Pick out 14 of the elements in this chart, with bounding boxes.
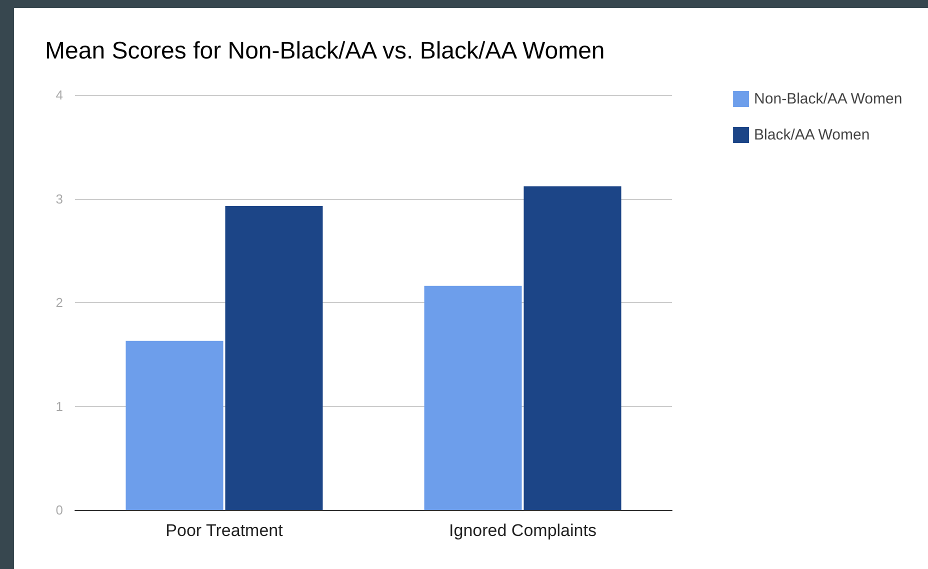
x-tick-label: Ignored Complaints	[449, 521, 596, 540]
bar	[225, 206, 323, 510]
legend-label: Black/AA Women	[754, 126, 870, 144]
bar	[126, 340, 224, 510]
y-tick-label: 4	[56, 88, 63, 102]
bar	[524, 186, 622, 510]
y-tick-label: 0	[56, 502, 63, 518]
y-tick-label: 1	[56, 398, 63, 414]
bar	[424, 286, 522, 510]
legend-label: Non-Black/AA Women	[754, 90, 902, 108]
y-tick-label: 3	[56, 191, 63, 206]
x-tick-label: Poor Treatment	[166, 521, 284, 540]
chart-title: Mean Scores for Non-Black/AA vs. Black/AA Women	[45, 38, 605, 64]
y-tick-label: 2	[56, 295, 63, 310]
